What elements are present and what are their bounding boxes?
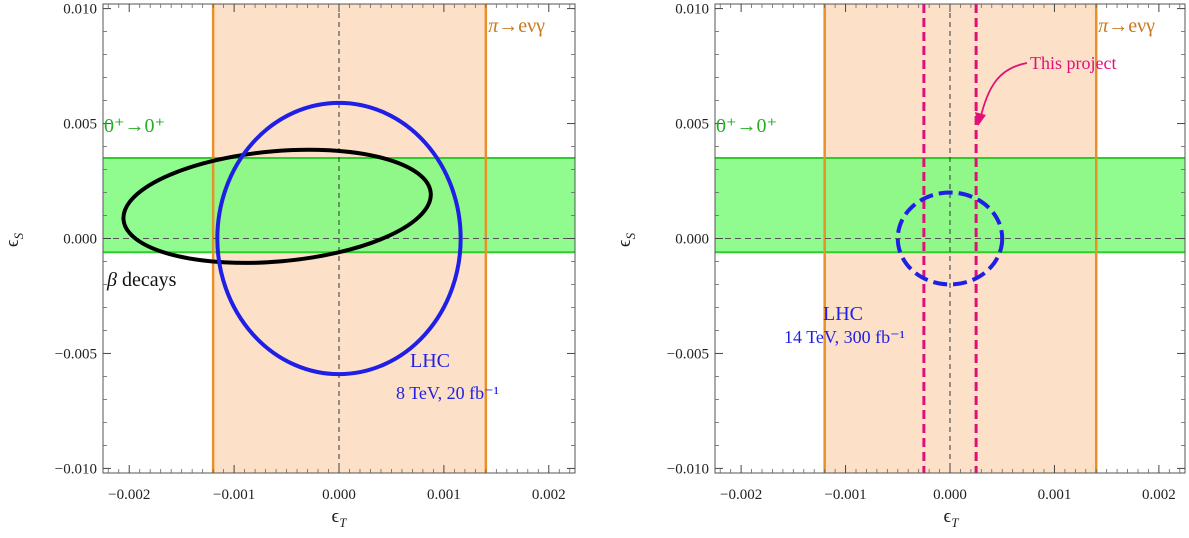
x-tick-label: −0.001 (213, 487, 255, 503)
y-tick-label: 0.005 (675, 117, 709, 133)
y-tick-label: −0.005 (667, 346, 709, 362)
x-axis-label: ϵT (332, 506, 348, 530)
y-tick-label: 0.010 (63, 2, 97, 18)
y-tick-label: 0.000 (675, 232, 709, 248)
beta-decay-ellipse (121, 147, 433, 265)
annotation-4: 14 TeV, 300 fb⁻¹ (784, 327, 905, 347)
x-tick-label: −0.002 (108, 487, 150, 503)
annotation-0: π→eνγ (1098, 15, 1155, 37)
annotation-2: This project (1030, 53, 1116, 73)
y-tick-label: −0.005 (55, 346, 97, 362)
y-tick-label: 0.000 (63, 232, 97, 248)
y-axis-label: ϵS (614, 232, 638, 247)
y-tick-label: −0.010 (55, 461, 97, 477)
x-tick-label: 0.001 (1038, 487, 1072, 503)
y-tick-label: −0.010 (667, 461, 709, 477)
x-axis-label: ϵT (944, 506, 960, 530)
annotation-3: LHC (410, 350, 450, 372)
plot-area (715, 4, 1185, 473)
chart-panel-1: −0.002 −0.001 0.000 0.001 0.002 −0.010 −0.005 0… (2, 2, 576, 530)
this-project-arrowhead (975, 112, 986, 126)
annotation-4: 8 TeV, 20 fb⁻¹ (396, 383, 499, 403)
x-tick-label: −0.001 (824, 487, 866, 503)
chart-panel-2: −0.002 −0.001 0.000 0.001 0.002 −0.010 −0.005 0… (614, 2, 1186, 530)
lhc-ellipse (215, 100, 463, 377)
x-tick-label: −0.002 (720, 487, 762, 503)
plot-area (103, 4, 575, 473)
annotation-3: LHC (823, 303, 863, 325)
annotation-1: 0⁺→0⁺ (716, 115, 777, 137)
lhc-ellipse (895, 190, 1005, 287)
x-tick-label: 0.001 (427, 487, 461, 503)
y-tick-label: 0.005 (63, 117, 97, 133)
y-tick-label: 0.010 (675, 2, 709, 18)
annotation-0: π→eνγ (488, 15, 545, 37)
x-tick-label: 0.002 (1142, 487, 1176, 503)
annotation-2: β decays (106, 269, 177, 291)
x-tick-label: 0.002 (532, 487, 566, 503)
x-tick-label: 0.000 (933, 487, 967, 503)
x-tick-label: 0.000 (322, 487, 356, 503)
annotation-1: 0⁺→0⁺ (104, 115, 165, 137)
y-axis-label: ϵS (2, 232, 26, 247)
this-project-arrow (979, 62, 1028, 121)
